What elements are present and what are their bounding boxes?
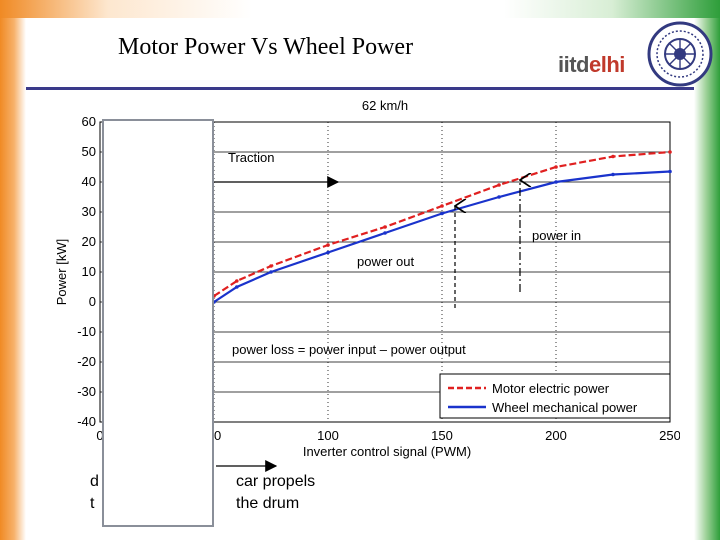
wheel-power-point: [554, 180, 558, 184]
motor-power-point: [383, 225, 387, 229]
y-tick-label: 10: [82, 264, 96, 279]
motor-power-line: [213, 150, 671, 297]
wheel-power-point: [383, 231, 387, 235]
motor-power-point: [554, 165, 558, 169]
x-tick-label: 150: [431, 428, 453, 443]
iit-seal-icon: [647, 21, 713, 87]
motor-power-point: [497, 183, 501, 187]
wheel-power-point: [269, 270, 273, 274]
series-lines: [212, 150, 672, 304]
logo-text-part1: iitd: [558, 52, 590, 77]
logo-text-part2: elhi: [589, 52, 625, 77]
motor-power-point: [326, 243, 330, 247]
motor-power-point: [269, 264, 273, 268]
y-tick-label: 20: [82, 234, 96, 249]
power-loss-formula: power loss = power input – power output: [232, 342, 466, 357]
x-tick-label: 100: [317, 428, 339, 443]
slide-top-gradient: [0, 0, 720, 18]
the-drum-label: the drum: [236, 495, 299, 512]
motor-power-point: [668, 150, 672, 154]
y-tick-label: 50: [82, 144, 96, 159]
plot-frame: [99, 121, 671, 423]
y-tick-label: -30: [77, 384, 96, 399]
y-axis-label: Power [kW]: [54, 239, 69, 305]
wheel-power-point: [326, 250, 330, 255]
y-tick-label: 30: [82, 204, 96, 219]
wheel-power-point: [440, 211, 444, 216]
y-tick-label: 60: [82, 114, 96, 129]
motor-power-point: [611, 154, 615, 159]
car-propels-label: car propels: [236, 473, 315, 490]
iitd-logo-text: iitdelhi: [558, 52, 625, 78]
chart-title: 62 km/h: [362, 98, 408, 113]
y-tick-label: -20: [77, 354, 96, 369]
motor-power-point: [440, 204, 444, 208]
y-tick-label: 0: [89, 294, 96, 309]
chart-legend: Motor electric power Wheel mechanical po…: [439, 373, 671, 419]
wheel-power-point: [611, 172, 615, 177]
legend-label-wheel: Wheel mechanical power: [492, 400, 638, 415]
wheel-power-point: [668, 169, 672, 174]
y-tick-label: 40: [82, 174, 96, 189]
x-tick-label: 250: [659, 428, 680, 443]
power-in-label: power in: [532, 228, 581, 243]
motor-power-point: [235, 279, 239, 283]
power-out-label: power out: [357, 254, 414, 269]
traction-label: Traction: [228, 150, 274, 165]
x-tick-label: 200: [545, 428, 567, 443]
wheel-power-line: [213, 170, 671, 303]
bottom-left-fragment: d: [90, 473, 99, 490]
title-underline: [26, 87, 694, 90]
bottom-left-fragment-2: t: [90, 495, 95, 512]
x-axis-label: Inverter control signal (PWM): [303, 444, 471, 459]
y-tick-label: -10: [77, 324, 96, 339]
slide-title: Motor Power Vs Wheel Power: [118, 34, 414, 60]
y-tick-label: -40: [77, 414, 96, 429]
legend-box: [439, 373, 671, 419]
wheel-power-point: [235, 285, 239, 289]
wheel-power-point: [497, 195, 501, 199]
x-tick-label: 0: [96, 428, 103, 443]
overlay-mask-box: [102, 119, 214, 527]
legend-label-motor: Motor electric power: [492, 381, 610, 396]
